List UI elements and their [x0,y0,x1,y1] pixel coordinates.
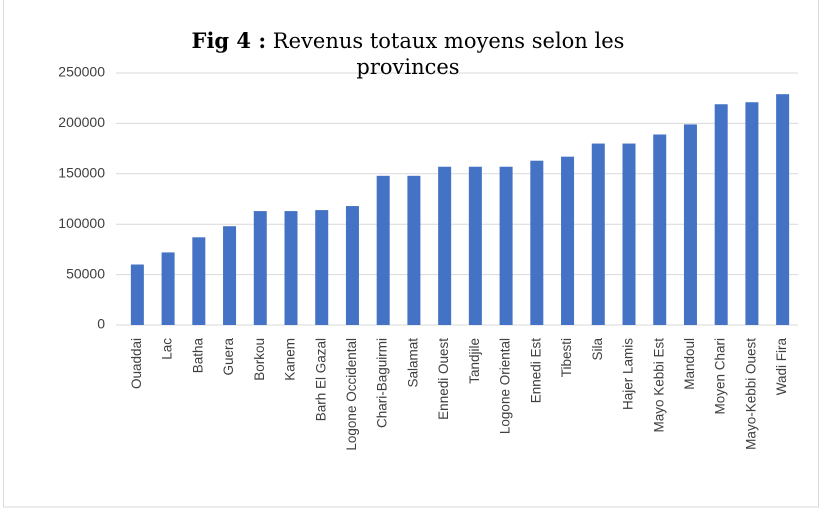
x-tick-label: Mayo Kebbi Est [651,338,666,433]
bar [315,210,329,325]
x-tick-label: Lac [160,338,175,360]
x-tick-label: Hajer Lamis [621,338,636,410]
x-tick-label: Tandjile [467,338,482,384]
x-tick-label: Borkou [252,338,267,381]
y-tick-label: 100000 [58,215,105,231]
bar [253,211,267,325]
y-tick-label: 250000 [58,64,105,80]
x-tick-label: Moyen Chari [713,338,728,415]
bar [407,175,421,325]
x-tick-label: Ennedi Ouest [436,338,451,420]
bar [223,226,237,325]
bar [776,94,790,325]
x-tick-label: Mandoul [682,338,697,390]
x-tick-label: Tibesti [559,338,574,377]
y-tick-label: 200000 [58,114,105,130]
bar [130,264,144,325]
bar [438,166,452,325]
x-tick-label: Kanem [283,338,298,381]
x-tick-label: Batha [190,338,205,374]
bar [345,206,359,325]
x-tick-label: Mayo-Kebbi Ouest [743,338,758,450]
bar [683,124,697,326]
title-text: Revenus totaux moyens selon les province… [272,29,625,79]
x-tick-label: Logone Occidental [344,338,359,451]
bar [499,166,513,325]
bar [561,156,575,325]
x-tick-label: Chari-Baguirmi [375,338,390,428]
x-tick-label: Guera [221,338,236,376]
x-tick-label: Logone Oriental [498,338,513,434]
bar [622,143,636,325]
x-tick-label: Barh El Gazal [313,338,328,421]
bar [192,237,206,325]
x-tick-label: Ouaddai [129,338,144,389]
bar [714,104,728,325]
bar [161,252,175,325]
x-tick-label: Salamat [405,338,420,388]
y-tick-label: 0 [97,316,105,332]
x-tick-label: Ennedi Est [528,338,543,404]
bar [745,102,759,326]
bar [284,211,298,325]
bar [468,166,482,325]
bar [530,160,544,325]
bar [591,143,605,325]
chart-title: Fig 4 : Revenus totaux moyens selon les … [150,28,666,80]
bar [653,134,667,325]
chart-border [3,0,819,508]
y-tick-label: 150000 [58,165,105,181]
x-tick-label: Sila [590,338,605,361]
figure-label: Fig 4 : [191,28,267,53]
bar [376,175,390,325]
y-tick-label: 50000 [66,265,105,281]
x-tick-label: Wadi Fira [774,338,789,396]
